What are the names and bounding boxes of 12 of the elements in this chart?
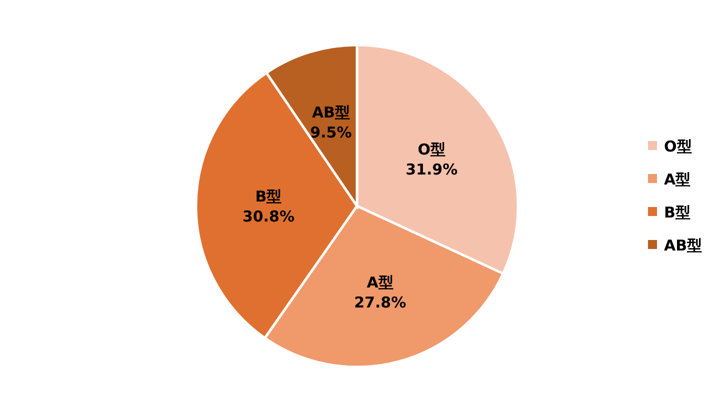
data-label: 9.5% xyxy=(310,123,352,142)
data-label: 27.8% xyxy=(354,293,406,312)
slice-label: AB型 xyxy=(312,103,350,122)
legend-label: O型 xyxy=(664,137,692,156)
legend-label: B型 xyxy=(664,203,690,222)
slice-label: A型 xyxy=(366,273,394,292)
slice-label: O型 xyxy=(418,140,446,158)
legend-label: AB型 xyxy=(664,236,702,254)
legend-label: A型 xyxy=(664,170,691,188)
data-label: 31.9% xyxy=(406,160,458,178)
slice-label: B型 xyxy=(255,187,282,206)
data-label: 30.8% xyxy=(242,207,294,226)
